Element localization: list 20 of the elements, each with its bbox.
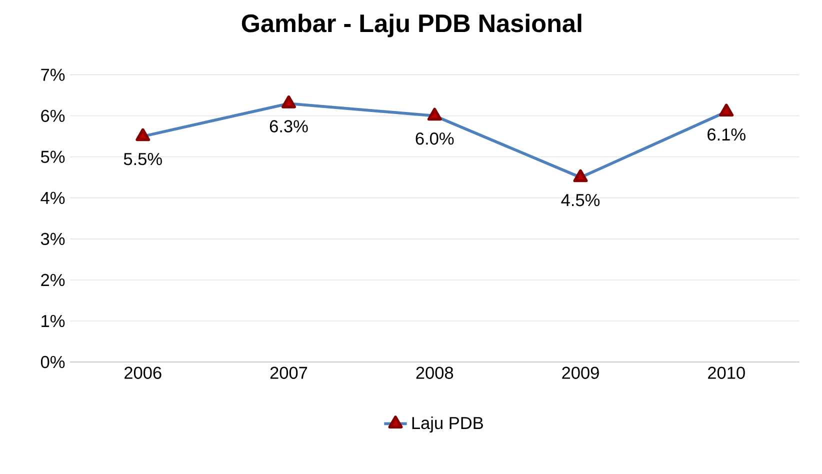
x-tick-label: 2006 (124, 366, 162, 380)
x-tick-label: 2009 (562, 366, 599, 380)
data-label: 5.5% (124, 153, 162, 166)
y-tick-label: 7% (41, 68, 65, 81)
y-tick-label: 4% (40, 192, 65, 204)
y-tick-label: 1% (42, 315, 65, 328)
chart-title: Gambar - Laju PDB Nasional (242, 14, 582, 38)
x-tick-label: 2010 (708, 366, 745, 380)
y-tick-label: 3% (40, 232, 65, 246)
y-tick-label: 2% (41, 274, 65, 286)
data-label: 6.3% (270, 120, 308, 132)
data-label: 4.5% (561, 194, 600, 206)
y-tick-label: 0% (40, 356, 65, 368)
x-tick-label: 2007 (270, 366, 308, 380)
legend-label: Laju PDB (412, 416, 483, 433)
y-tick-label: 6% (41, 110, 65, 122)
y-tick-label: 5% (40, 150, 65, 163)
data-label: 6.0% (416, 132, 454, 145)
data-label: 6.1% (708, 128, 746, 141)
x-tick-label: 2008 (416, 366, 454, 380)
